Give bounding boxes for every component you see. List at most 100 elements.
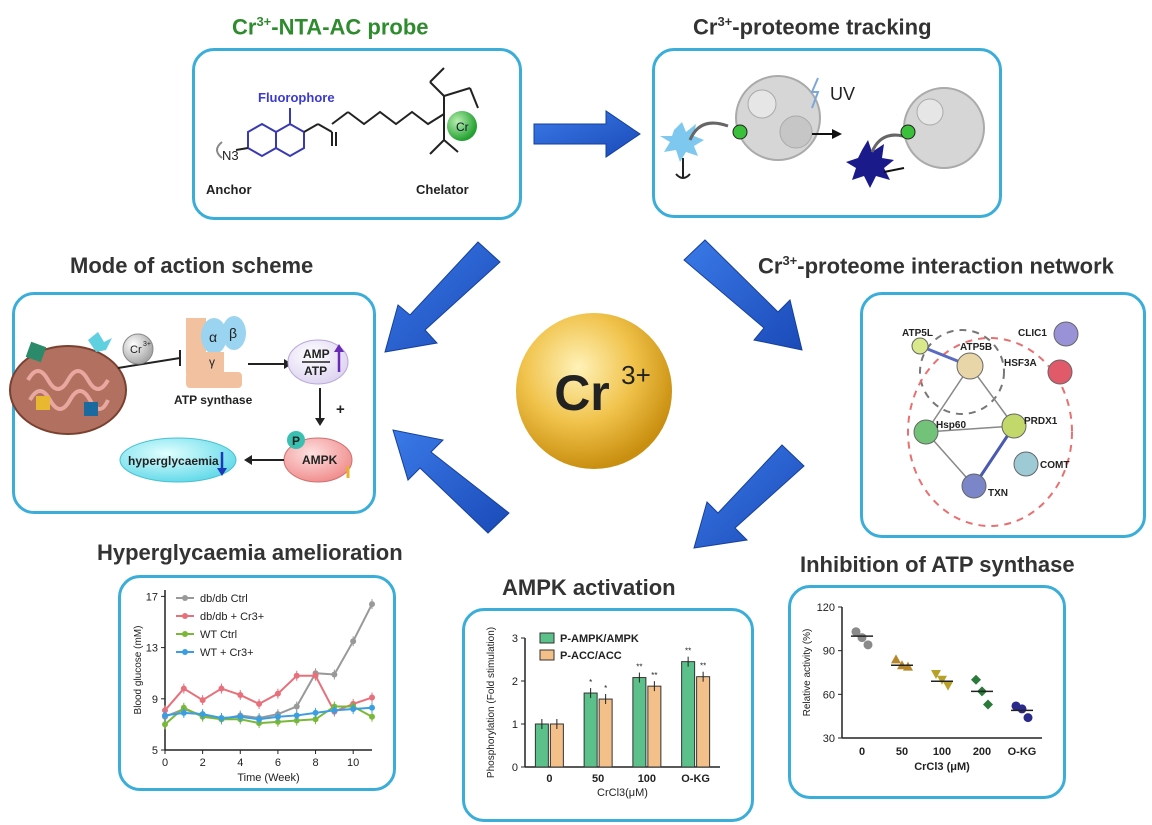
ampk-bar xyxy=(583,692,598,768)
network-label-atp5b: ATP5B xyxy=(960,342,992,353)
hyper-point xyxy=(369,704,375,711)
network-label-hsp60: Hsp60 xyxy=(936,420,966,431)
ampk-bar xyxy=(598,698,613,768)
inhib-point xyxy=(1023,713,1033,723)
network-node-prdx1 xyxy=(1001,413,1027,439)
hyper-point xyxy=(293,712,300,719)
mitochondrion xyxy=(9,332,127,435)
hyper-series-line xyxy=(164,705,373,726)
inhib-ylabel: Relative activity (%) xyxy=(802,629,813,717)
beta-label: β xyxy=(229,325,237,341)
network-node-comt xyxy=(1013,451,1039,477)
inhib-point xyxy=(1017,704,1027,714)
arrow-ampk-to-mode xyxy=(392,429,510,534)
hyper-xtick-label: 6 xyxy=(275,757,281,769)
hyper-xtick-label: 2 xyxy=(200,757,206,769)
inhib-point xyxy=(971,674,981,685)
hyper-point xyxy=(293,703,300,710)
ampk-xtick-label: 100 xyxy=(638,773,656,785)
inhib-panel xyxy=(788,585,1066,799)
n3-label: N3 xyxy=(222,148,239,163)
hyper-point xyxy=(312,716,319,723)
hyper-legend-label: db/db + Cr3+ xyxy=(200,611,264,623)
chelator-label: Chelator xyxy=(416,182,469,197)
hyper-point xyxy=(331,707,338,714)
atp-label: ATP xyxy=(304,364,327,378)
ampk-ytick-label: 0 xyxy=(512,762,518,774)
hyper-point xyxy=(274,718,281,725)
inhib-xtick-label: 100 xyxy=(933,746,951,758)
hyper-xtick-label: 8 xyxy=(312,757,318,769)
anchor-label: Anchor xyxy=(206,182,252,197)
ampk-bar xyxy=(647,685,662,768)
hyper-point xyxy=(162,721,168,728)
alpha-label: α xyxy=(209,329,217,345)
hyper-point xyxy=(350,706,357,713)
ampk-chart: 01230**50****100****O-KGCrCl3(μM)Phospho… xyxy=(486,627,720,799)
network-node-clic1 xyxy=(1053,321,1079,347)
inhib-xtick-label: 0 xyxy=(859,746,865,758)
inhib-ytick-label: 30 xyxy=(823,733,835,745)
ampk-ytick-label: 2 xyxy=(512,676,518,688)
hyper-title: Hyperglycaemia amelioration xyxy=(97,540,403,565)
ampk-xtick-label: O-KG xyxy=(681,773,710,785)
inhib-point xyxy=(931,669,941,679)
center-label: Cr xyxy=(554,365,610,421)
inhibition-line xyxy=(117,357,181,369)
ampk-ytick-label: 3 xyxy=(512,633,518,645)
network-node-atp5b xyxy=(956,352,984,380)
hyper-ytick-label: 13 xyxy=(146,643,158,655)
hyper-point xyxy=(274,690,281,697)
ampk-bar xyxy=(696,676,711,768)
inhib-xtick-label: 200 xyxy=(973,746,991,758)
hyper-point xyxy=(162,712,168,719)
hyper-legend-marker xyxy=(182,649,188,655)
gamma-label: γ xyxy=(209,355,215,369)
arrowhead-3 xyxy=(244,455,252,465)
inhib-point xyxy=(863,640,873,650)
inhib-point xyxy=(851,627,861,637)
network-label-prdx1: PRDX1 xyxy=(1024,416,1058,427)
hyper-series-line xyxy=(164,603,373,721)
network-label-comt: COMT xyxy=(1040,460,1069,471)
hyper-point xyxy=(369,601,375,608)
ampk-ytick-label: 1 xyxy=(512,719,518,731)
network-node-hsf3a xyxy=(1047,359,1073,385)
inhib-point xyxy=(937,675,947,685)
ampk-bar xyxy=(534,723,549,768)
hyper-ytick-label: 17 xyxy=(146,591,158,603)
inhib-point xyxy=(983,699,993,710)
down-arrowhead xyxy=(217,468,227,476)
hyper-point xyxy=(199,711,206,718)
p-label: P xyxy=(292,434,300,448)
tracking-title: Cr3+-proteome tracking xyxy=(693,14,932,40)
ampk-title: AMPK activation xyxy=(502,575,676,600)
hyper-xlabel: Time (Week) xyxy=(237,772,299,784)
arrow-to-mode xyxy=(384,241,501,353)
network-node-txn xyxy=(961,473,987,499)
up-arrowhead xyxy=(334,344,344,352)
hyper-legend-label: db/db Ctrl xyxy=(200,593,248,605)
ampk-legend-label: P-AMPK/AMPK xyxy=(560,633,639,645)
hyperglycaemia-bubble xyxy=(119,437,237,483)
hyper-point xyxy=(180,704,187,711)
hyper-ytick-label: 5 xyxy=(152,745,158,757)
hyper-legend-label: WT + Cr3+ xyxy=(200,647,254,659)
atp-synthase-graphic xyxy=(186,316,246,388)
inhib-ytick-label: 120 xyxy=(817,602,835,614)
inhib-title: Inhibition of ATP synthase xyxy=(800,552,1075,577)
ampk-xtick-label: 50 xyxy=(592,773,604,785)
ampk-bar xyxy=(681,661,696,768)
cr-small-label: Cr xyxy=(130,344,142,356)
hyper-xtick-label: 4 xyxy=(237,757,243,769)
hyper-point xyxy=(218,685,225,692)
cr-small-sup: 3+ xyxy=(143,341,151,348)
arrowhead-2 xyxy=(315,418,325,426)
plus-label: + xyxy=(336,401,345,418)
mode-title: Mode of action scheme xyxy=(70,253,314,278)
atp-synthase-label: ATP synthase xyxy=(174,393,253,407)
ampk-sig: ** xyxy=(651,671,657,680)
hyper-point xyxy=(199,697,206,704)
ampk-xlabel: CrCl3(μM) xyxy=(597,787,648,799)
